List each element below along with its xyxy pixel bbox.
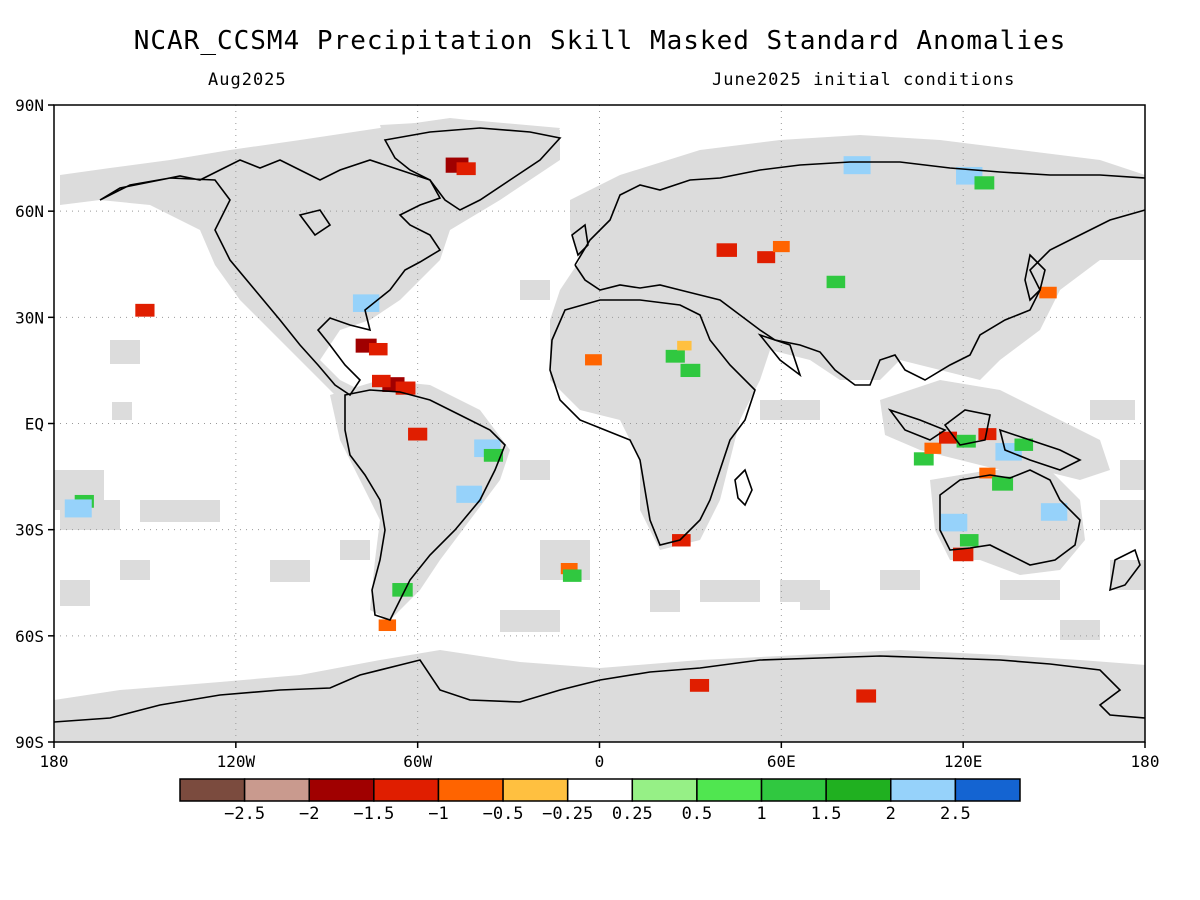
colorbar-swatch: [631, 778, 698, 802]
anomaly-patch: [940, 513, 968, 532]
colorbar: −2.5 −2 −1.5 −1 −0.5 −0.25 0.25 0.5 1 1.5 2 2.5: [179, 778, 1021, 824]
anomaly-patch: [974, 176, 995, 190]
lat-tick-label: 60N: [15, 202, 44, 221]
colorbar-swatch: [954, 778, 1021, 802]
anomaly-patch: [1014, 438, 1034, 451]
colorbar-label: −2: [299, 804, 319, 824]
anomaly-patch: [562, 569, 582, 582]
lat-tick-label: EQ: [25, 415, 44, 434]
anomaly-patch: [352, 294, 380, 312]
colorbar-label: 1: [756, 804, 766, 824]
colorbar-swatch: [437, 778, 504, 802]
anomaly-patch: [959, 534, 979, 547]
anomaly-patch: [672, 534, 691, 547]
colorbar-swatch: [566, 778, 634, 802]
coastlines: [54, 127, 1145, 723]
anomaly-patch: [826, 275, 846, 289]
anomaly-patch: [956, 434, 976, 448]
colorbar-label: 0.5: [682, 804, 713, 824]
subtitle-initial-conditions: June2025 initial conditions: [712, 70, 1016, 90]
anomaly-patch: [772, 240, 790, 253]
anomaly-patch: [665, 349, 685, 363]
colorbar-label: 2.5: [940, 804, 971, 824]
anomaly-patch: [585, 354, 602, 366]
anomaly-patch: [680, 363, 701, 378]
colorbar-swatch: [243, 778, 310, 802]
map-title: NCAR_CCSM4 Precipitation Skill Masked St…: [133, 26, 1067, 56]
anomaly-patch: [378, 619, 397, 632]
lon-tick-label: 0: [595, 752, 605, 771]
lon-tick-label: 120W: [217, 752, 256, 771]
colorbar-label: 1.5: [811, 804, 842, 824]
anomaly-patch: [483, 448, 504, 462]
anomaly-patch: [1040, 503, 1068, 521]
colorbar-swatch: [373, 778, 440, 802]
anomaly-patch: [952, 547, 974, 562]
anomaly-patch: [560, 562, 578, 575]
lon-tick-label: 180: [40, 752, 69, 771]
lat-tick-label: 30S: [15, 521, 44, 540]
lon-tick-label: 180: [1131, 752, 1160, 771]
colorbar-swatch: [760, 778, 827, 802]
colorbar-swatch: [696, 778, 763, 802]
anomaly-patch: [372, 374, 391, 388]
lat-tick-label: 30N: [15, 308, 44, 327]
anomaly-patch: [368, 342, 388, 356]
lat-tick-label: 60S: [15, 627, 44, 646]
colorbar-label: 2: [886, 804, 896, 824]
gridlines: [54, 105, 1145, 742]
skill-mask-layer: [54, 118, 1145, 742]
colorbar-swatch: [502, 778, 569, 802]
anomaly-patch: [689, 678, 710, 692]
anomaly-patch: [856, 689, 877, 703]
anomaly-patch: [843, 156, 871, 175]
lat-tick-label: 90S: [15, 733, 44, 752]
colorbar-swatch: [890, 778, 957, 802]
anomaly-patch: [979, 467, 996, 479]
colorbar-swatch: [308, 778, 375, 802]
anomaly-patch: [456, 162, 476, 176]
colorbar-label: −1.5: [353, 804, 394, 824]
anomaly-patch: [913, 452, 934, 466]
anomaly-patch: [716, 243, 737, 257]
anomaly-patch: [924, 442, 942, 454]
lon-tick-label: 60W: [403, 752, 432, 771]
colorbar-swatch: [179, 778, 246, 802]
colorbar-label: −0.5: [483, 804, 524, 824]
anomaly-patch: [757, 251, 776, 264]
colorbar-label: −1: [428, 804, 448, 824]
colorbar-label: 0.25: [612, 804, 653, 824]
anomaly-patch: [992, 476, 1014, 491]
lon-tick-label: 120E: [944, 752, 983, 771]
anomaly-patch: [456, 485, 483, 503]
anomaly-patch: [64, 499, 92, 518]
subtitle-valid-month: Aug2025: [208, 70, 287, 90]
anomaly-patch: [677, 340, 692, 351]
lat-tick-label: 90N: [15, 96, 44, 115]
colorbar-label: −0.25: [542, 804, 593, 824]
anomaly-patch: [408, 427, 428, 441]
colorbar-label: −2.5: [224, 804, 265, 824]
colorbar-swatch: [825, 778, 892, 802]
anomaly-patch: [135, 303, 155, 317]
anomaly-patch: [978, 428, 997, 441]
anomaly-patch: [1039, 286, 1057, 299]
lon-tick-label: 60E: [767, 752, 796, 771]
